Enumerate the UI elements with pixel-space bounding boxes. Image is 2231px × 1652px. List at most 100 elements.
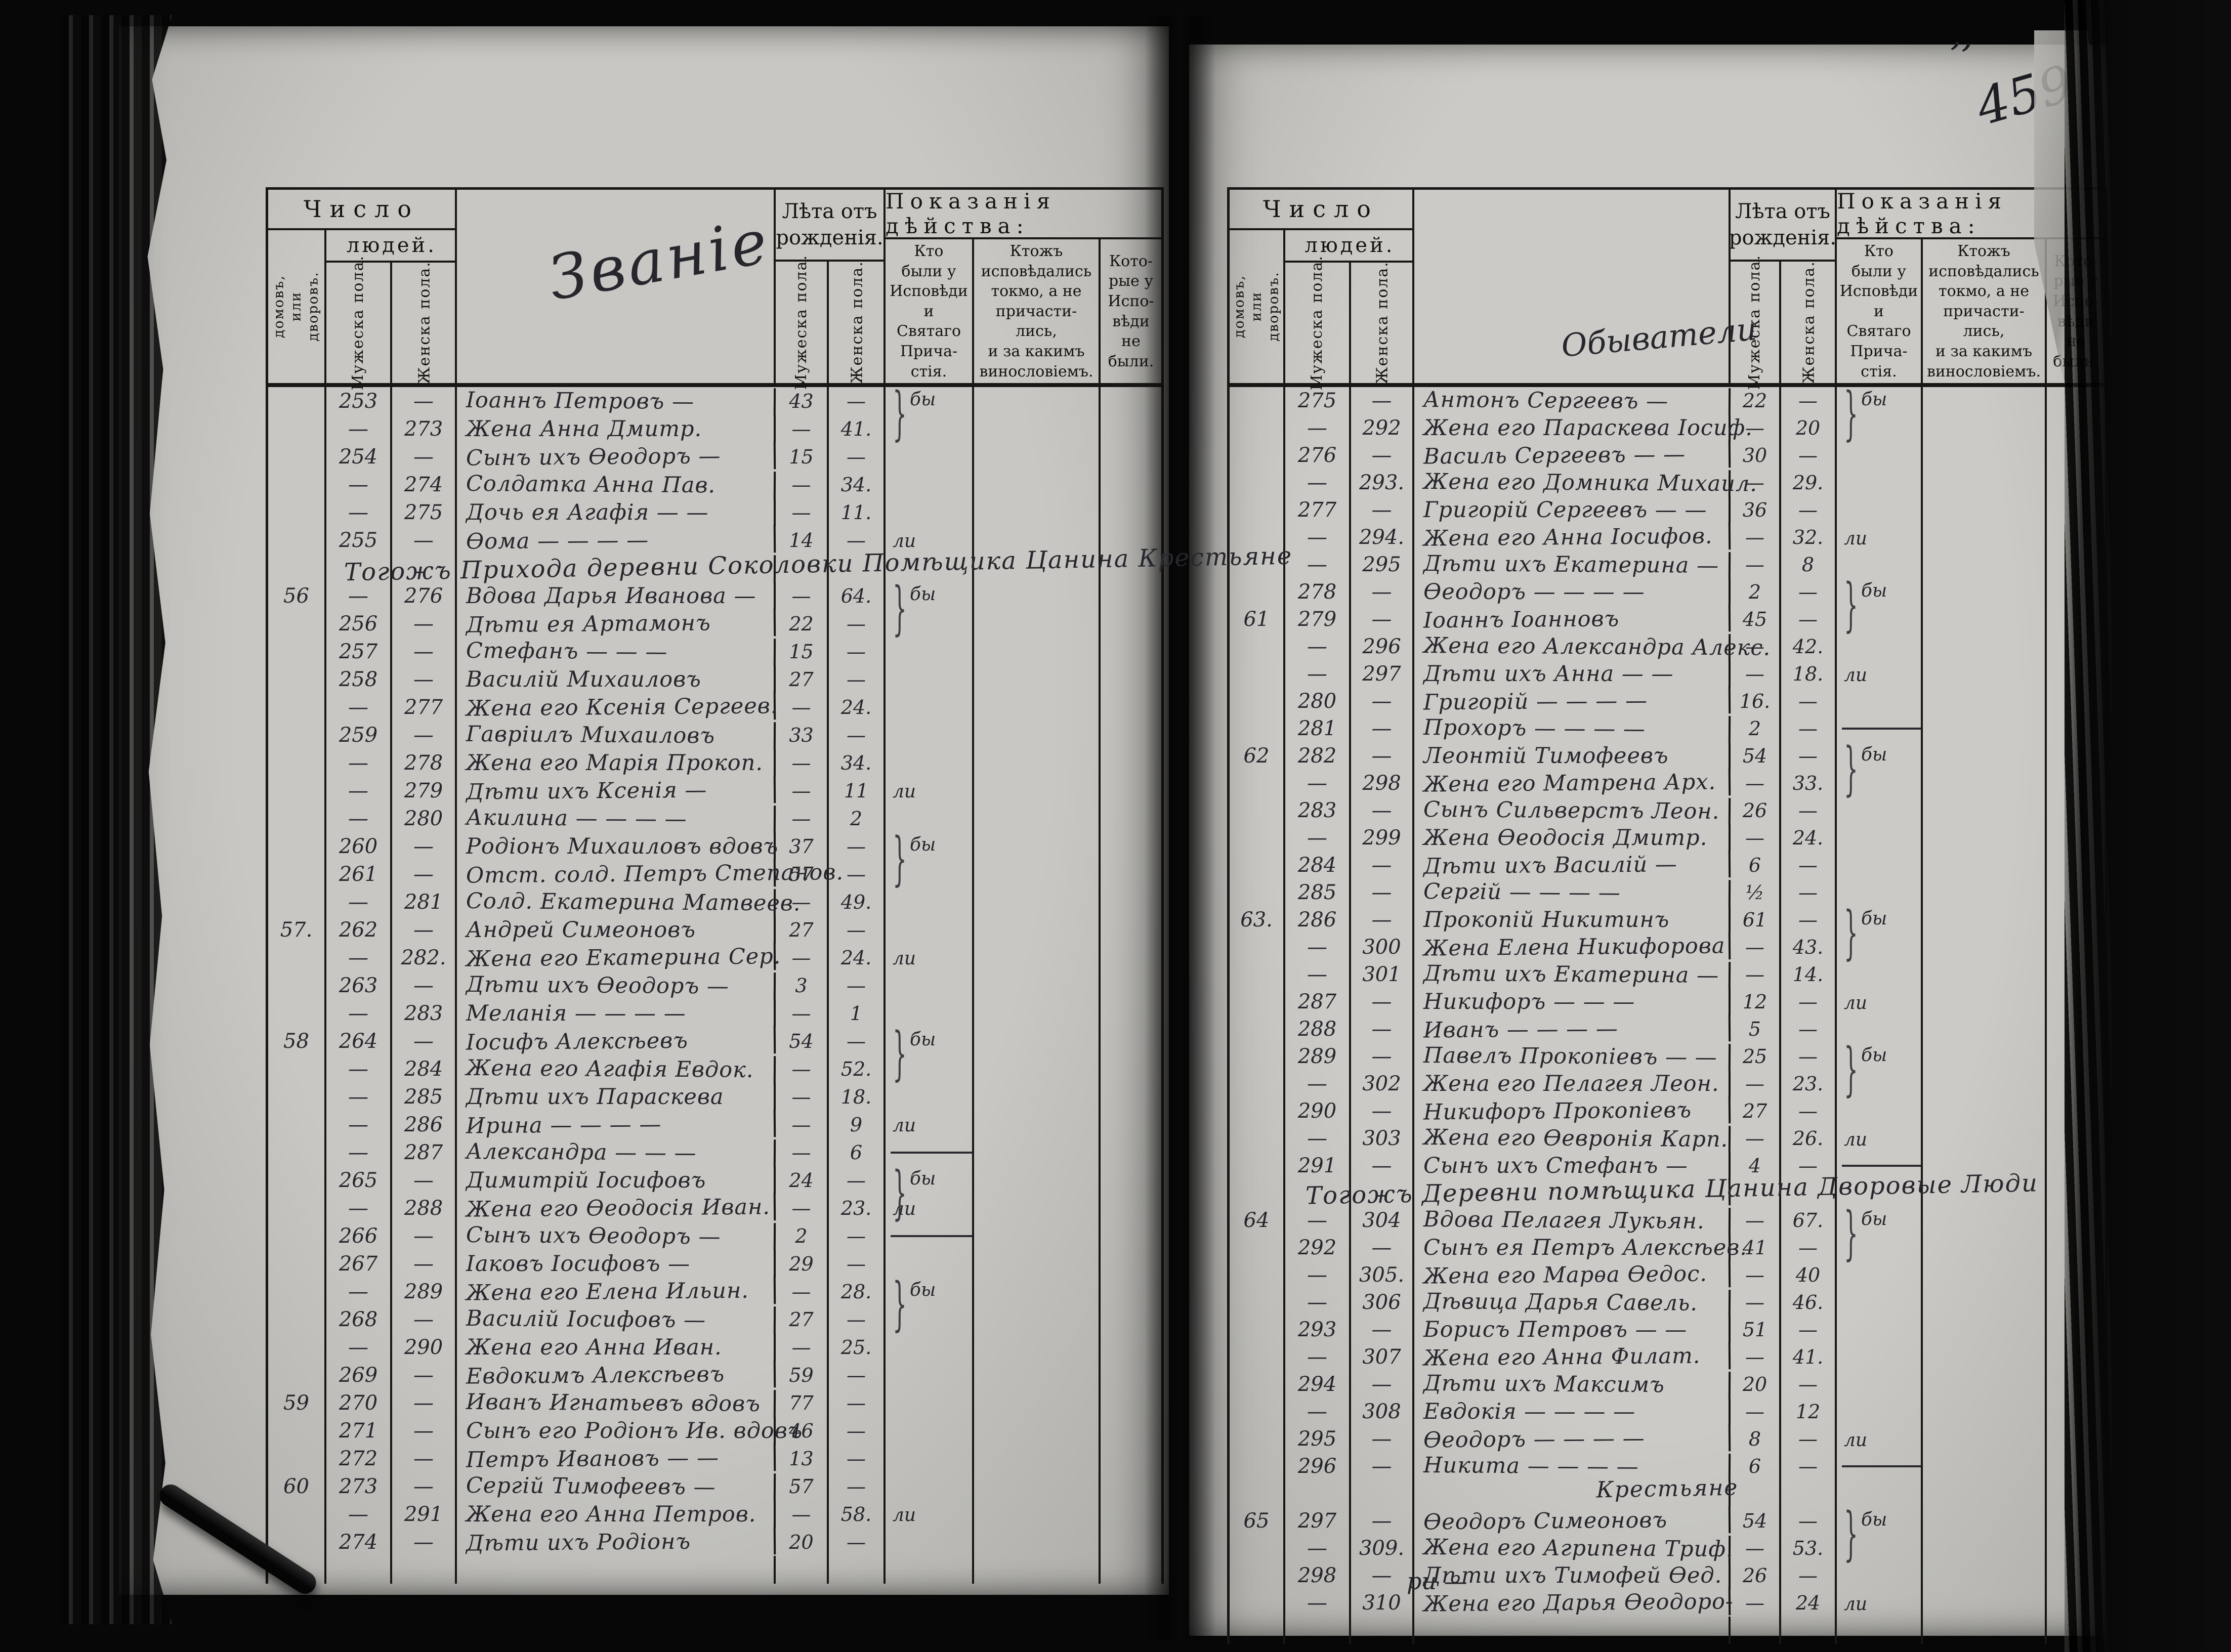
- confession-mark-cell: [886, 610, 974, 638]
- absent-cell: [2047, 633, 2105, 660]
- female-age-cell: —: [829, 443, 886, 471]
- confessed-only-cell: [1923, 1179, 2047, 1207]
- confession-mark-cell: [886, 471, 974, 498]
- register-row: —295 Дѣти ихъ Екатерина — —8: [1230, 549, 2105, 580]
- header-leta: Лѣта отъ рожденія.: [776, 190, 883, 262]
- name-cell: Жена его Параскева Іосиф.: [1414, 414, 1752, 442]
- register-row: —286 Ирина — — — — —9 ли: [268, 1109, 1161, 1140]
- male-number-cell: 296: [1285, 1453, 1351, 1480]
- long-dash: [1842, 1465, 1921, 1467]
- confessed-only-cell: [1923, 934, 2047, 961]
- male-age-cell: 12: [1731, 988, 1781, 1015]
- male-number-cell: —: [1285, 1070, 1351, 1097]
- register-row: —288 Жена его Ѳеодосія Иван. —23. ли: [268, 1193, 1161, 1223]
- confession-mark-cell: [1837, 1617, 1923, 1644]
- confession-mark-cell: бы: [1837, 578, 1923, 606]
- male-number-cell: 270: [326, 1389, 392, 1417]
- house-number-cell: [268, 498, 326, 526]
- confession-mark-cell: [1837, 1343, 1923, 1371]
- name-cell: Вдова Пелагея Лукьян.: [1414, 1205, 1731, 1236]
- name-cell: Дѣти ея Артамонъ: [456, 608, 776, 639]
- confessed-only-cell: [1923, 1234, 2047, 1261]
- confessed-only-cell: [1923, 1617, 2047, 1644]
- female-number-cell: —: [1351, 496, 1414, 524]
- name-cell: Василь Сергеевъ — —: [1414, 440, 1731, 471]
- female-age-cell: —: [1781, 988, 1837, 1015]
- name-cell: Жена его Ксенія Сергеев.: [456, 692, 778, 723]
- confessed-only-cell: [1923, 824, 2047, 852]
- absent-cell: [2047, 1589, 2105, 1617]
- confession-mark-cell: ли: [1837, 1125, 1923, 1152]
- confessed-only-cell: [974, 999, 1101, 1027]
- female-age-cell: —: [1781, 1425, 1837, 1453]
- female-age-cell: 28.: [829, 1278, 886, 1305]
- confession-mark-cell: бы: [1837, 387, 1923, 414]
- female-age-cell: [1781, 1179, 1837, 1207]
- female-number-cell: 306: [1351, 1289, 1414, 1316]
- house-number-cell: [268, 1361, 326, 1389]
- register-row: 61 279— Іоаннъ Іоанновъ 45—: [1230, 604, 2105, 634]
- confession-mark-cell: [886, 749, 974, 777]
- male-number-cell: 265: [326, 1166, 392, 1194]
- female-age-cell: —: [1781, 1507, 1837, 1535]
- name-cell: Жена его Домника Михаил.: [1414, 468, 1757, 498]
- house-number-cell: [1230, 879, 1285, 906]
- male-number-cell: 268: [326, 1305, 392, 1333]
- house-number-cell: [1230, 770, 1285, 797]
- male-age-cell: —: [1731, 660, 1781, 688]
- long-dash: [891, 1235, 972, 1237]
- register-row: 263— Дѣти ихъ Ѳеодоръ —3—: [268, 970, 1161, 1001]
- header-male-age-column: Мужеска пола.: [1731, 255, 1781, 390]
- confession-mark-cell: ли: [886, 1194, 974, 1222]
- male-number-cell: 280: [1285, 688, 1351, 715]
- confession-mark-cell: [1837, 633, 1923, 660]
- name-cell: Леонтій Тимофеевъ: [1414, 742, 1731, 770]
- female-number-cell: —: [1351, 1425, 1414, 1453]
- house-number-cell: [268, 387, 326, 415]
- absent-cell: [1101, 638, 1161, 665]
- name-cell: Меланія — — — —: [457, 999, 776, 1027]
- female-age-cell: [1781, 1480, 1837, 1507]
- female-age-cell: —: [829, 1166, 886, 1194]
- house-number-cell: [1230, 852, 1285, 879]
- female-age-cell: [829, 1556, 886, 1584]
- confession-mark-cell: [1837, 1234, 1923, 1261]
- male-age-cell: 25: [1731, 1043, 1781, 1070]
- register-row: —278 Жена его Марія Прокоп. —34.: [268, 749, 1161, 777]
- absent-cell: [1101, 777, 1161, 804]
- confessed-only-cell: [1923, 1398, 2047, 1425]
- house-number-cell: [268, 526, 326, 554]
- male-number-cell: —: [1285, 934, 1351, 961]
- register-row: 277— Григорій Сергеевъ — —36—: [1230, 496, 2105, 524]
- confessed-only-cell: [974, 1528, 1101, 1556]
- header-group-number: Число домовъ, или дворовъ. людей. Мужеск…: [1230, 190, 1414, 391]
- male-number-cell: [1285, 1179, 1351, 1207]
- name-cell: Дѣти ихъ Ксенія —: [456, 775, 776, 806]
- confession-mark-cell: [1837, 688, 1923, 715]
- male-number-cell: 289: [1285, 1043, 1351, 1070]
- name-cell: Сергій Тимофеевъ —: [456, 1471, 776, 1502]
- male-age-cell: —: [1731, 1261, 1781, 1289]
- house-number-cell: 63.: [1230, 906, 1285, 934]
- header-confessed-only-column: Ктожъ исповѣдались токмо, а не причасти-…: [974, 239, 1101, 384]
- name-cell: Димитрій Іосифовъ: [457, 1166, 776, 1194]
- male-number-cell: —: [1285, 551, 1351, 578]
- name-cell: Евдокимъ Алексѣевъ: [456, 1360, 776, 1390]
- absent-cell: [2047, 578, 2105, 606]
- house-number-cell: [1230, 1179, 1285, 1207]
- house-number-cell: [268, 1111, 326, 1138]
- absent-cell: [2047, 1179, 2105, 1207]
- confessed-only-cell: [1923, 1152, 2047, 1179]
- male-age-cell: —: [776, 1500, 829, 1528]
- register-row: 291— Сынъ ихъ Стефанъ —4—: [1230, 1152, 2105, 1179]
- female-age-cell: —: [829, 1417, 886, 1445]
- male-number-cell: 263: [326, 971, 392, 999]
- confessed-only-cell: [1923, 715, 2047, 742]
- house-number-cell: [1230, 1234, 1285, 1261]
- female-age-cell: 64.: [829, 582, 886, 610]
- male-age-cell: 33: [776, 721, 829, 749]
- female-age-cell: —: [1781, 1234, 1837, 1261]
- male-age-cell: 22: [776, 610, 829, 638]
- male-age-cell: —: [1731, 1070, 1781, 1097]
